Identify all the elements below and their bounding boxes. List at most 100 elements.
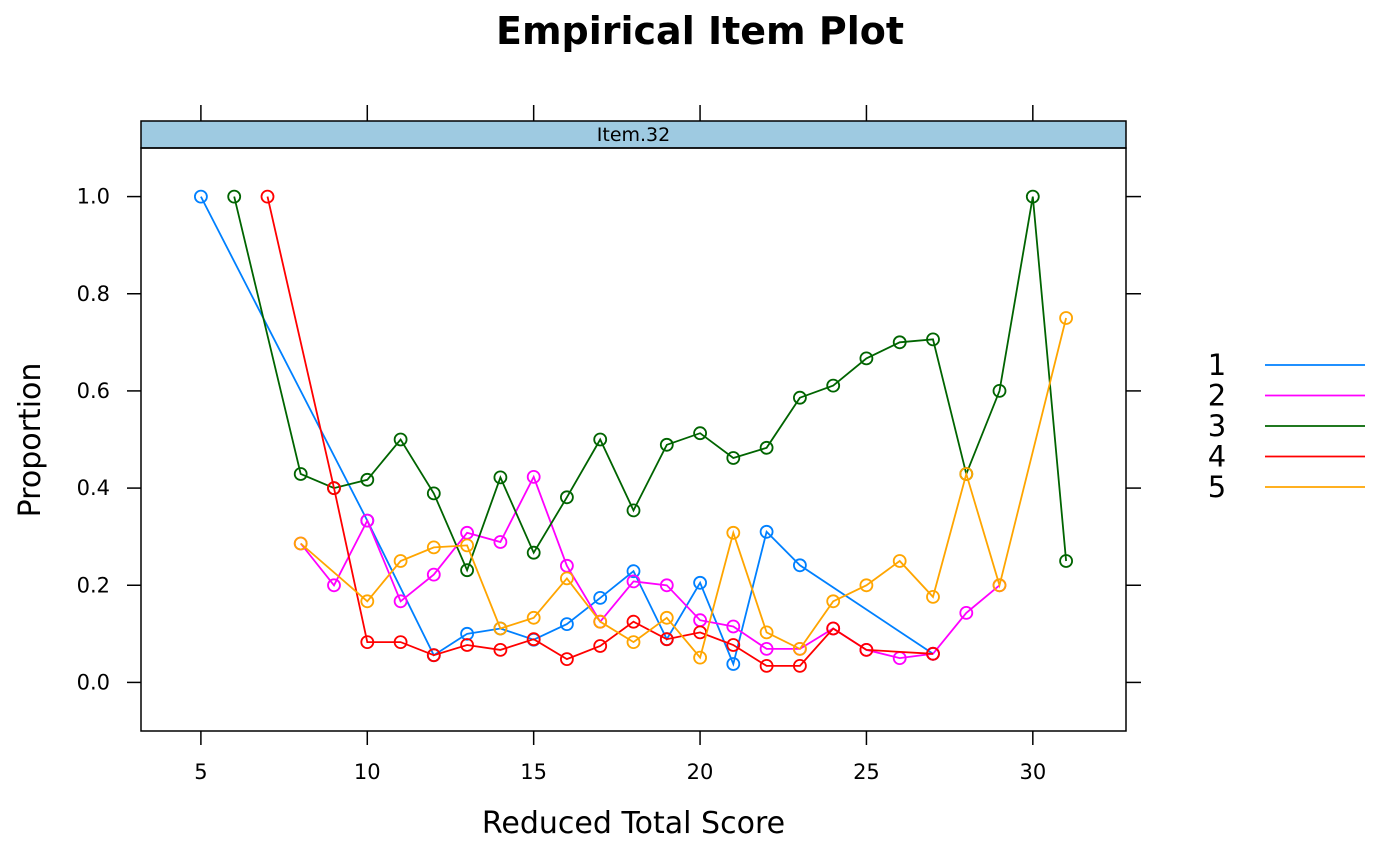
series-3-point [460, 563, 475, 578]
series-3-point [659, 437, 674, 452]
series-3-point [1059, 554, 1073, 568]
series-1-point [793, 558, 807, 573]
series-5-point [493, 621, 508, 636]
series-5-point [593, 614, 608, 629]
series-5-point [560, 571, 574, 586]
series-2-point [626, 574, 641, 589]
y-tick-label: 1.0 [77, 185, 110, 209]
axis-ticks: 5 10 15 20 25 30 0.0 0.2 0.4 0.6 0.8 1.0 [77, 105, 1141, 784]
series-5-point [759, 625, 774, 640]
series-3 [227, 189, 1073, 578]
x-tick-label: 15 [520, 760, 547, 784]
series-4-point [526, 632, 541, 647]
series-3-point [826, 378, 841, 393]
series-4-point [759, 659, 774, 673]
series-4-point [793, 659, 807, 673]
series-3-point [693, 426, 707, 441]
series-4-point [426, 648, 441, 663]
series-3-line [233, 196, 1067, 573]
series-1-line [200, 196, 934, 667]
series-5-point [393, 554, 408, 568]
series-3-point [793, 390, 807, 405]
series-4-point [593, 639, 608, 653]
x-axis-label: Reduced Total Score [482, 806, 785, 841]
series-4-point [260, 189, 275, 204]
series-2-point [426, 567, 441, 582]
panel-strip-label: Item.32 [597, 124, 670, 146]
series-5-point [460, 538, 475, 553]
series-2-line [299, 474, 1001, 660]
series-4-point [626, 614, 641, 629]
series-3-point [493, 470, 508, 485]
series-5-point [360, 594, 375, 609]
series-4-point [926, 646, 940, 661]
series-3-point [393, 432, 408, 447]
series-3-point [526, 545, 541, 560]
plot-panel [140, 147, 1127, 732]
series-1-point [693, 575, 707, 590]
series-1-point [726, 657, 741, 671]
series-4-point [393, 635, 408, 649]
legend-label-4: 4 [1208, 440, 1226, 474]
series-4-point [360, 635, 375, 649]
series-2-point [393, 594, 408, 609]
series-4-point [859, 643, 874, 657]
series-1-point [193, 189, 208, 204]
series-5-point [659, 610, 674, 625]
legend-label-2: 2 [1208, 379, 1226, 413]
x-tick-label: 25 [853, 760, 880, 784]
series-3-point [293, 467, 308, 481]
series-4-point [726, 638, 741, 652]
legend-label-5: 5 [1208, 470, 1226, 504]
series-4-point [493, 643, 508, 657]
series-3-point [992, 383, 1007, 398]
series-2 [293, 469, 1007, 665]
series-5-point [693, 650, 707, 665]
series-1-point [626, 564, 641, 579]
series-2-point [327, 578, 341, 593]
series-5-line [300, 317, 1067, 660]
y-tick-label: 0.6 [77, 379, 110, 403]
series-2-point [759, 642, 774, 656]
y-axis-label: Proportion [13, 363, 48, 518]
series-5-point [926, 590, 940, 604]
x-tick-label: 5 [194, 760, 207, 784]
series-2-point [726, 619, 741, 634]
series-3-point [1025, 189, 1040, 204]
y-tick-label: 0.8 [77, 282, 110, 306]
series-5-point [526, 610, 541, 625]
series-4-point [327, 481, 341, 496]
series-layer [193, 189, 1073, 673]
series-1-point [759, 524, 774, 539]
y-tick-label: 0.2 [77, 573, 110, 597]
series-2-point [493, 535, 508, 549]
series-3-point [560, 490, 574, 505]
series-5-point [726, 525, 741, 540]
series-3-point [859, 351, 874, 366]
series-5-point [959, 467, 974, 481]
series-2-point [659, 578, 674, 593]
series-5-point [793, 642, 807, 656]
series-3-point [426, 486, 441, 501]
y-tick-label: 0.0 [77, 670, 110, 694]
series-2-point [360, 513, 375, 528]
series-2-point [959, 606, 974, 620]
series-1-point [593, 591, 608, 605]
series-3-point [593, 432, 608, 447]
series-5-point [859, 578, 874, 593]
series-5 [293, 311, 1073, 665]
series-4-point [826, 621, 841, 636]
series-3-point [360, 472, 375, 487]
series-5-point [826, 594, 841, 609]
x-tick-label: 30 [1019, 760, 1046, 784]
series-4-point [560, 652, 574, 666]
legend-label-1: 1 [1208, 348, 1226, 382]
series-5-point [426, 540, 441, 555]
series-1-point [560, 617, 574, 631]
chart-title: Empirical Item Plot [496, 9, 904, 53]
legend-label-3: 3 [1208, 409, 1226, 443]
panel-strip [140, 120, 1127, 149]
series-4 [260, 189, 940, 673]
